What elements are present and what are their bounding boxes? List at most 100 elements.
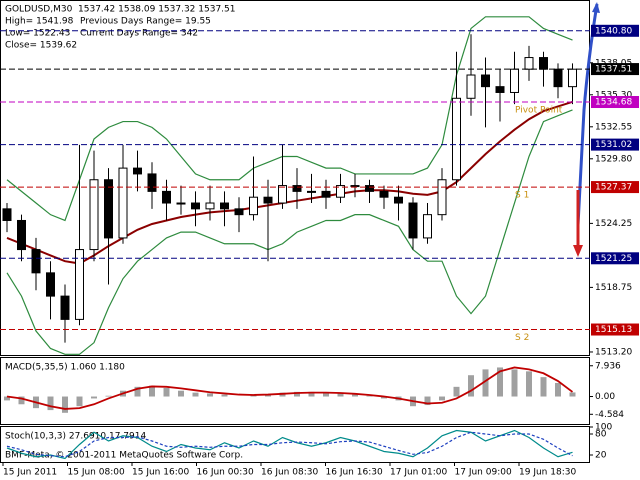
candle-body — [147, 173, 157, 192]
histogram-bar — [105, 395, 112, 397]
signal-line — [6, 366, 574, 410]
histogram-bar — [569, 392, 576, 397]
price-label: 1521.25 — [595, 254, 632, 264]
price-label: 1540.80 — [595, 26, 632, 36]
histogram-bar — [192, 392, 199, 397]
candle-body — [133, 167, 142, 175]
y-tick-label: 1524.25 — [595, 219, 632, 229]
candle-body — [423, 214, 432, 239]
price-label: 1531.02 — [595, 140, 632, 150]
price-label-bg — [591, 24, 639, 37]
candle-body — [481, 74, 490, 88]
histogram-bar — [366, 395, 373, 397]
y-tick-label: 0.00 — [595, 392, 615, 402]
candle-body — [162, 190, 171, 204]
footer: BMF-Meta, © 2001-2011 MetaQuotes Softwar… — [5, 451, 243, 461]
price-label-bg — [591, 63, 639, 76]
level-name: S 2 — [515, 333, 529, 343]
y-tick-label: -4.584 — [595, 410, 624, 420]
panel-title: GOLDUSD,M30 1537.42 1538.09 1537.32 1537… — [5, 5, 235, 15]
panel-title: MACD(5,35,5) 1.060 1.180 — [5, 363, 125, 373]
arrow-head — [573, 245, 583, 257]
stoch-panel — [0, 426, 590, 463]
histogram-bar — [439, 396, 445, 401]
histogram-bar — [265, 394, 271, 397]
candle-body — [292, 185, 302, 192]
price-label-bg — [591, 96, 639, 109]
x-tick-label: 15 Jun 08:00 — [68, 468, 125, 478]
candle-body — [104, 179, 113, 239]
info-text: Close= 1539.62 — [5, 41, 77, 51]
histogram-bar — [468, 375, 474, 397]
histogram-bar — [91, 396, 97, 399]
price-label: 1527.37 — [595, 183, 632, 193]
histogram-bar — [47, 396, 54, 411]
y-tick-label: 80 — [595, 430, 607, 440]
x-tick-label: 16 Jun 00:30 — [197, 468, 254, 478]
price-label: 1534.68 — [595, 98, 632, 108]
candle-body — [365, 185, 374, 192]
x-tick-label: 16 Jun 16:30 — [326, 468, 383, 478]
histogram-bar — [18, 396, 25, 405]
x-tick-label: 19 Jun 18:30 — [519, 468, 576, 478]
histogram-bar — [352, 394, 358, 397]
y-tick-label: 1513.20 — [595, 347, 632, 357]
candle-body — [278, 185, 287, 204]
candle-body — [307, 190, 316, 193]
histogram-bar — [294, 391, 300, 397]
y-tick-label: 20 — [595, 451, 607, 461]
candle-body — [510, 68, 519, 93]
candle-body — [350, 185, 360, 188]
candle-body — [379, 190, 389, 198]
macd-panel — [0, 357, 590, 425]
indicator-line — [6, 16, 573, 222]
y-tick-label: 100 — [595, 423, 612, 433]
info-text: High= 1541.98 — [5, 17, 74, 27]
candle-body — [495, 86, 505, 93]
candle-body — [234, 208, 244, 216]
candle-body — [31, 249, 41, 274]
histogram-bar — [149, 385, 155, 397]
candle-body — [553, 68, 563, 88]
histogram-bar — [424, 396, 431, 406]
histogram-bar — [482, 369, 489, 397]
histogram-bar — [511, 369, 518, 397]
price-label-bg — [591, 181, 639, 194]
candle-body — [89, 179, 99, 251]
candle-body — [220, 202, 229, 210]
histogram-bar — [76, 396, 83, 407]
price-label: 1515.13 — [595, 325, 632, 335]
x-tick-label: 15 Jun 2011 — [3, 468, 57, 478]
candle-body — [466, 74, 476, 99]
candle-body — [17, 219, 26, 251]
candle-body — [191, 202, 200, 210]
info-text: Current Days Range= 342 — [80, 29, 198, 39]
histogram-bar — [134, 386, 141, 397]
histogram-bar — [555, 382, 561, 397]
candle-body — [60, 295, 70, 320]
price-label-bg — [591, 138, 639, 151]
level-name: S 1 — [515, 191, 529, 201]
histogram-bar — [526, 371, 532, 397]
candle-body — [176, 202, 186, 205]
candle-body — [321, 190, 331, 198]
stoch-line — [6, 431, 573, 458]
info-text: Previous Days Range= 19.55 — [80, 17, 211, 27]
histogram-bar — [453, 386, 460, 397]
candle-body — [249, 196, 258, 216]
histogram-bar — [323, 392, 329, 397]
histogram-bar — [381, 396, 387, 399]
y-tick-label: 1529.80 — [595, 154, 632, 164]
info-text: Low= 1522.43 — [5, 29, 70, 39]
arrow-head — [592, 2, 600, 13]
stoch-line — [6, 429, 573, 460]
x-tick-label: 17 Jun 09:00 — [455, 468, 512, 478]
candle-body — [568, 68, 577, 88]
histogram-bar — [337, 393, 344, 397]
y-tick-label: 1518.75 — [595, 283, 632, 293]
price-label: 1537.51 — [595, 65, 632, 75]
candle-body — [524, 57, 534, 70]
main-panel — [0, 0, 590, 356]
